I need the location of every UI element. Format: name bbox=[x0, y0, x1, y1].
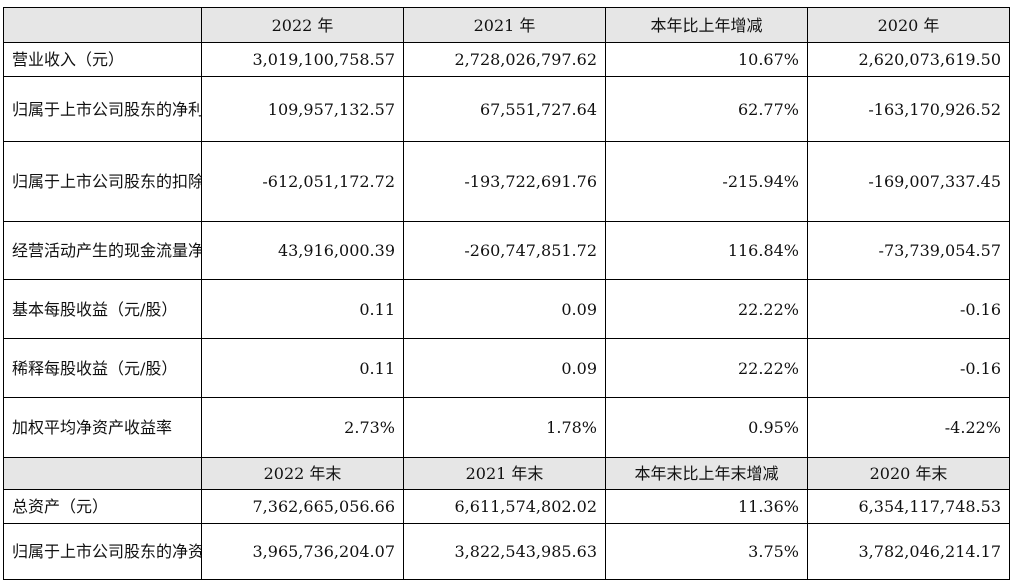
table-row-net-profit-deducted: 归属于上市公司股东的扣除非经常性损益的净利润（元） -612,051,172.7… bbox=[3, 141, 1010, 222]
value-2022: 0.11 bbox=[201, 279, 404, 339]
table-row-total-assets: 总资产（元） 7,362,665,056.66 6,611,574,802.02… bbox=[3, 489, 1010, 524]
value-2020-end: 6,354,117,748.53 bbox=[807, 489, 1010, 524]
table-row-diluted-eps: 稀释每股收益（元/股） 0.11 0.09 22.22% -0.16 bbox=[3, 338, 1010, 398]
table-row-net-assets: 归属于上市公司股东的净资产（元） 3,965,736,204.07 3,822,… bbox=[3, 523, 1010, 580]
row-label: 归属于上市公司股东的净利润（元） bbox=[3, 76, 202, 142]
value-change: 116.84% bbox=[605, 221, 808, 280]
header-cell-change: 本年比上年增减 bbox=[605, 7, 808, 43]
header-cell-change-end: 本年末比上年末增减 bbox=[605, 457, 808, 490]
table-row-operating-cash-flow: 经营活动产生的现金流量净额（元） 43,916,000.39 -260,747,… bbox=[3, 221, 1010, 280]
table-row-weighted-roe: 加权平均净资产收益率 2.73% 1.78% 0.95% -4.22% bbox=[3, 397, 1010, 458]
header-row-annual: 2022 年 2021 年 本年比上年增减 2020 年 bbox=[3, 7, 1010, 43]
table-row-basic-eps: 基本每股收益（元/股） 0.11 0.09 22.22% -0.16 bbox=[3, 279, 1010, 339]
value-2022: -612,051,172.72 bbox=[201, 141, 404, 222]
value-2021: 0.09 bbox=[403, 279, 606, 339]
value-change-end: 3.75% bbox=[605, 523, 808, 580]
row-label: 经营活动产生的现金流量净额（元） bbox=[3, 221, 202, 280]
value-2022: 3,019,100,758.57 bbox=[201, 42, 404, 77]
value-2020: -169,007,337.45 bbox=[807, 141, 1010, 222]
value-2022: 2.73% bbox=[201, 397, 404, 458]
row-label: 基本每股收益（元/股） bbox=[3, 279, 202, 339]
value-2020: -0.16 bbox=[807, 279, 1010, 339]
table-row-net-profit: 归属于上市公司股东的净利润（元） 109,957,132.57 67,551,7… bbox=[3, 76, 1010, 142]
value-2022: 0.11 bbox=[201, 338, 404, 398]
row-label: 归属于上市公司股东的扣除非经常性损益的净利润（元） bbox=[3, 141, 202, 222]
header-cell-2021: 2021 年 bbox=[403, 7, 606, 43]
row-label: 归属于上市公司股东的净资产（元） bbox=[3, 523, 202, 580]
value-2020: -73,739,054.57 bbox=[807, 221, 1010, 280]
value-2021-end: 6,611,574,802.02 bbox=[403, 489, 606, 524]
header-row-year-end: 2022 年末 2021 年末 本年末比上年末增减 2020 年末 bbox=[3, 457, 1010, 490]
value-2021: 67,551,727.64 bbox=[403, 76, 606, 142]
header-cell-2020: 2020 年 bbox=[807, 7, 1010, 43]
row-label: 总资产（元） bbox=[3, 489, 202, 524]
value-change: 22.22% bbox=[605, 279, 808, 339]
row-label: 稀释每股收益（元/股） bbox=[3, 338, 202, 398]
value-2021: 2,728,026,797.62 bbox=[403, 42, 606, 77]
value-2021: -260,747,851.72 bbox=[403, 221, 606, 280]
row-label: 加权平均净资产收益率 bbox=[3, 397, 202, 458]
header-cell-2021-end: 2021 年末 bbox=[403, 457, 606, 490]
financial-summary-table: 2022 年 2021 年 本年比上年增减 2020 年 营业收入（元） 3,0… bbox=[3, 7, 1010, 580]
value-2020-end: 3,782,046,214.17 bbox=[807, 523, 1010, 580]
value-2022: 43,916,000.39 bbox=[201, 221, 404, 280]
value-change: 0.95% bbox=[605, 397, 808, 458]
value-change-end: 11.36% bbox=[605, 489, 808, 524]
value-change: 10.67% bbox=[605, 42, 808, 77]
value-change: 62.77% bbox=[605, 76, 808, 142]
value-2022-end: 7,362,665,056.66 bbox=[201, 489, 404, 524]
value-2022-end: 3,965,736,204.07 bbox=[201, 523, 404, 580]
value-2021: 0.09 bbox=[403, 338, 606, 398]
value-change: -215.94% bbox=[605, 141, 808, 222]
value-2020: -4.22% bbox=[807, 397, 1010, 458]
header-cell-blank bbox=[3, 7, 202, 43]
header-cell-2020-end: 2020 年末 bbox=[807, 457, 1010, 490]
value-2021: -193,722,691.76 bbox=[403, 141, 606, 222]
value-2022: 109,957,132.57 bbox=[201, 76, 404, 142]
value-change: 22.22% bbox=[605, 338, 808, 398]
header-cell-2022: 2022 年 bbox=[201, 7, 404, 43]
header-cell-2022-end: 2022 年末 bbox=[201, 457, 404, 490]
value-2020: -163,170,926.52 bbox=[807, 76, 1010, 142]
header-cell-blank bbox=[3, 457, 202, 490]
value-2021-end: 3,822,543,985.63 bbox=[403, 523, 606, 580]
value-2020: -0.16 bbox=[807, 338, 1010, 398]
value-2021: 1.78% bbox=[403, 397, 606, 458]
table-row-revenue: 营业收入（元） 3,019,100,758.57 2,728,026,797.6… bbox=[3, 42, 1010, 77]
value-2020: 2,620,073,619.50 bbox=[807, 42, 1010, 77]
row-label: 营业收入（元） bbox=[3, 42, 202, 77]
